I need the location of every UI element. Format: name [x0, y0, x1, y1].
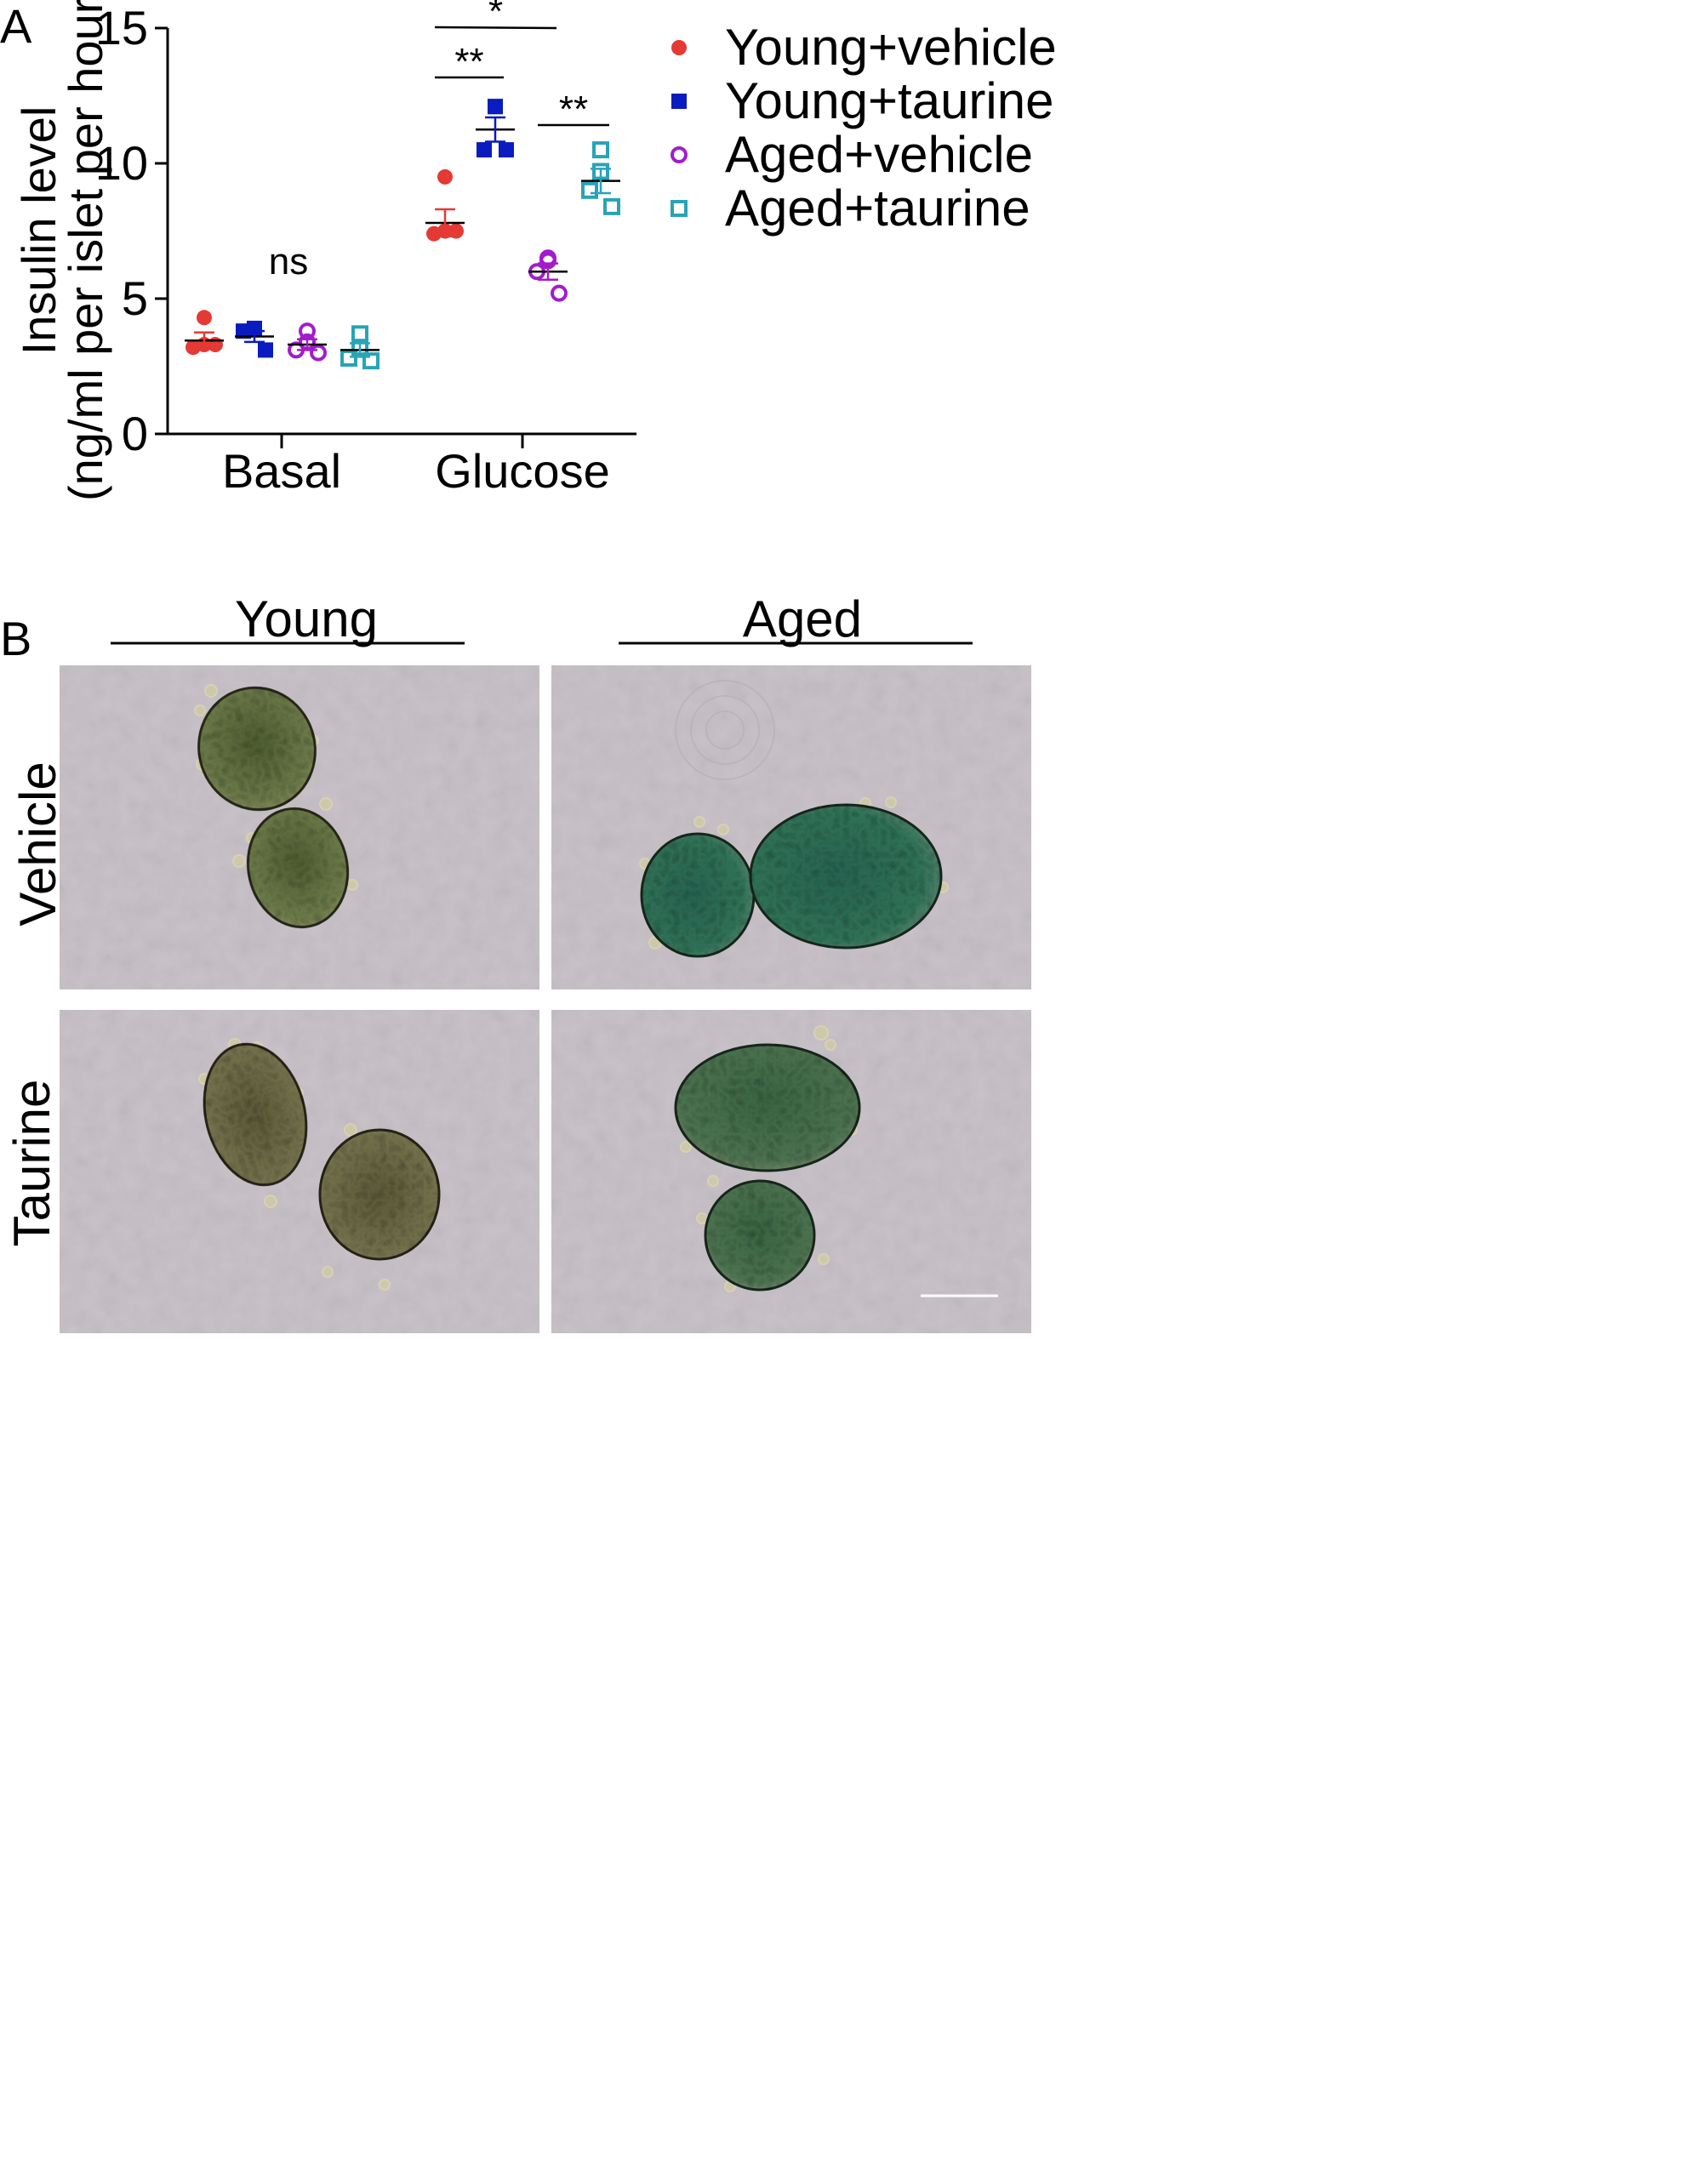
y-tick-label-10: 10	[95, 136, 148, 190]
islet-young-vehicle-1	[197, 686, 317, 812]
point-young-vehicle-glucose-2	[426, 225, 442, 242]
legend-label-young-vehicle: Young+vehicle	[725, 19, 1057, 76]
point-aged-vehicle-basal-3	[310, 344, 327, 362]
y-tick-label-15: 15	[95, 1, 148, 54]
chart-area: 0 5 10 15 Basal Glucose Insulin level (ng/ml…	[12, 0, 636, 501]
micrograph-young-taurine	[60, 1010, 539, 1333]
row-label-taurine: Taurine	[3, 1080, 60, 1247]
y-tick-label-0: 0	[122, 407, 148, 460]
legend: Young+vehicleYoung+taurineAged+vehicleAg…	[671, 19, 1057, 237]
y-axis-label-line1: Insulin level	[12, 106, 66, 356]
legend-marker-aged-taurine	[671, 200, 688, 217]
point-young-taurine-glucose-1	[488, 99, 503, 115]
point-aged-taurine-basal-2	[340, 349, 357, 367]
point-aged-vehicle-glucose-3	[551, 284, 568, 302]
legend-marker-young-taurine	[671, 94, 687, 109]
y-ticks: 0 5 10 15	[95, 1, 168, 460]
point-young-vehicle-basal-0	[197, 310, 212, 326]
point-young-vehicle-glucose-3	[448, 223, 464, 239]
sig-label-0: ns	[269, 241, 308, 282]
legend-label-aged-taurine: Aged+taurine	[725, 180, 1030, 237]
point-young-taurine-glucose-3	[499, 142, 514, 158]
row-label-vehicle: Vehicle	[9, 761, 66, 926]
islet-aged-taurine-2	[704, 1179, 816, 1292]
point-young-vehicle-basal-2	[185, 339, 201, 356]
islet-aged-taurine-1	[674, 1043, 861, 1172]
legend-label-young-taurine: Young+taurine	[725, 72, 1053, 129]
point-young-taurine-glucose-2	[477, 142, 492, 158]
x-tick-label-glucose: Glucose	[435, 444, 609, 498]
sig-label-3: **	[559, 88, 588, 130]
islet-aged-vehicle-2	[749, 803, 943, 949]
micrograph-aged-vehicle	[551, 665, 1031, 989]
legend-marker-aged-vehicle	[671, 146, 688, 163]
point-aged-taurine-basal-0	[351, 325, 368, 343]
significance-annotations: ns*****	[269, 0, 609, 282]
legend-label-aged-vehicle: Aged+vehicle	[725, 126, 1033, 183]
panel-letter-a: A	[0, 0, 32, 53]
sig-label-1: *	[488, 0, 503, 32]
plot-marks	[185, 99, 620, 370]
sig-bar-1	[434, 26, 557, 30]
point-young-taurine-basal-2	[236, 323, 251, 339]
panel-letter-b: B	[0, 612, 31, 665]
point-aged-taurine-glucose-0	[592, 141, 609, 159]
column-label-young: Young	[235, 590, 378, 647]
micrograph-aged-taurine	[551, 1010, 1031, 1333]
sig-label-2: **	[454, 41, 483, 83]
point-young-vehicle-basal-3	[208, 337, 223, 353]
x-tick-label-basal: Basal	[222, 444, 341, 498]
legend-marker-young-vehicle	[671, 40, 687, 55]
point-young-vehicle-glucose-0	[437, 168, 453, 185]
point-aged-taurine-glucose-3	[603, 197, 620, 215]
micrograph-young-vehicle	[60, 665, 539, 989]
point-aged-vehicle-basal-0	[299, 322, 316, 340]
point-aged-taurine-glucose-2	[581, 181, 598, 199]
x-ticks: Basal Glucose	[222, 434, 610, 498]
column-label-aged: Aged	[743, 590, 862, 647]
islet-young-taurine-1	[203, 1042, 308, 1187]
islet-young-vehicle-2	[246, 807, 350, 929]
y-axis-label-line2: (ng/ml per islet per hour)	[59, 0, 112, 501]
y-tick-label-5: 5	[122, 271, 148, 325]
point-aged-taurine-basal-3	[362, 352, 380, 370]
islet-young-taurine-2	[318, 1128, 441, 1261]
point-young-taurine-basal-3	[258, 342, 273, 358]
islet-aged-vehicle-1	[640, 832, 756, 958]
